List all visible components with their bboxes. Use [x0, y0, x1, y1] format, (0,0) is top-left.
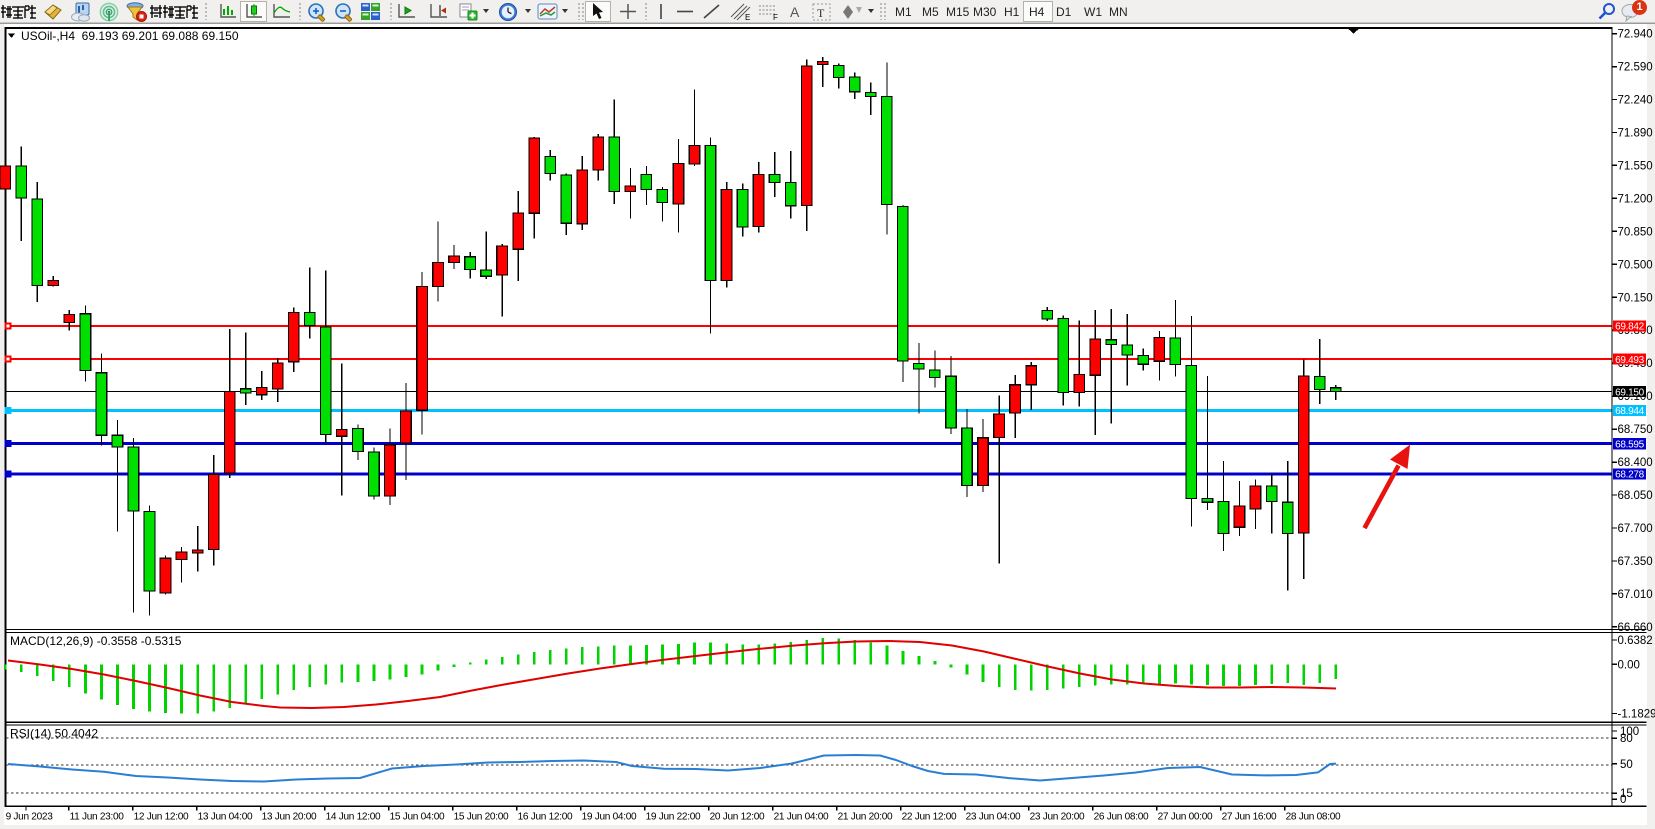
svg-text:70.500: 70.500 — [1618, 259, 1653, 271]
svg-text:19 Jun 04:00: 19 Jun 04:00 — [582, 812, 637, 823]
svg-text:28 Jun 08:00: 28 Jun 08:00 — [1286, 812, 1341, 823]
svg-text:26 Jun 08:00: 26 Jun 08:00 — [1094, 812, 1149, 823]
svg-text:F: F — [773, 13, 778, 21]
svg-text:68.595: 68.595 — [1615, 440, 1645, 451]
svg-text:11 Jun 23:00: 11 Jun 23:00 — [70, 812, 125, 823]
svg-text:69.493: 69.493 — [1615, 355, 1645, 366]
svg-text:66.660: 66.660 — [1618, 622, 1653, 634]
svg-text:21 Jun 04:00: 21 Jun 04:00 — [774, 812, 829, 823]
svg-text:71.550: 71.550 — [1618, 160, 1653, 172]
svg-text:68.944: 68.944 — [1615, 406, 1645, 417]
svg-text:67.350: 67.350 — [1618, 556, 1653, 568]
svg-text:68.750: 68.750 — [1618, 424, 1653, 436]
svg-text:23 Jun 04:00: 23 Jun 04:00 — [966, 812, 1021, 823]
svg-text:15: 15 — [1620, 788, 1633, 800]
svg-text:70.150: 70.150 — [1618, 292, 1653, 304]
svg-text:0: 0 — [1620, 794, 1626, 806]
svg-text:0.00: 0.00 — [1618, 659, 1640, 671]
svg-text:19 Jun 22:00: 19 Jun 22:00 — [646, 812, 701, 823]
svg-text:68.050: 68.050 — [1618, 490, 1653, 502]
svg-text:21 Jun 20:00: 21 Jun 20:00 — [838, 812, 893, 823]
svg-text:0.6382: 0.6382 — [1618, 635, 1653, 647]
svg-text:23 Jun 20:00: 23 Jun 20:00 — [1030, 812, 1085, 823]
svg-text:80: 80 — [1620, 733, 1633, 745]
svg-text:50: 50 — [1620, 759, 1633, 771]
svg-text:13 Jun 20:00: 13 Jun 20:00 — [262, 812, 317, 823]
svg-text:20 Jun 12:00: 20 Jun 12:00 — [710, 812, 765, 823]
svg-text:71.890: 71.890 — [1618, 128, 1653, 140]
svg-text:72.940: 72.940 — [1618, 29, 1653, 41]
svg-text:69.150: 69.150 — [1615, 387, 1645, 398]
svg-text:USOil-,H4 69.193 69.201 69.08: USOil-,H4 69.193 69.201 69.088 69.150 — [21, 29, 239, 43]
svg-text:E: E — [745, 13, 750, 21]
svg-text:72.590: 72.590 — [1618, 62, 1653, 74]
svg-text:68.278: 68.278 — [1615, 470, 1645, 481]
svg-text:-1.1829: -1.1829 — [1618, 709, 1655, 721]
svg-text:15 Jun 04:00: 15 Jun 04:00 — [390, 812, 445, 823]
svg-text:14 Jun 12:00: 14 Jun 12:00 — [326, 812, 381, 823]
svg-text:22 Jun 12:00: 22 Jun 12:00 — [902, 812, 957, 823]
svg-text:67.700: 67.700 — [1618, 523, 1653, 535]
svg-text:72.240: 72.240 — [1618, 95, 1653, 107]
svg-text:70.850: 70.850 — [1618, 226, 1653, 238]
svg-text:27 Jun 16:00: 27 Jun 16:00 — [1222, 812, 1277, 823]
svg-text:69.842: 69.842 — [1615, 322, 1645, 333]
svg-text:100: 100 — [1620, 726, 1639, 738]
svg-text:15 Jun 20:00: 15 Jun 20:00 — [454, 812, 509, 823]
svg-text:13 Jun 04:00: 13 Jun 04:00 — [198, 812, 253, 823]
svg-text:9 Jun 2023: 9 Jun 2023 — [6, 812, 54, 823]
svg-text:16 Jun 12:00: 16 Jun 12:00 — [518, 812, 573, 823]
svg-text:MACD(12,26,9) -0.3558 -0.5315: MACD(12,26,9) -0.3558 -0.5315 — [10, 634, 182, 648]
svg-text:RSI(14) 50.4042: RSI(14) 50.4042 — [10, 727, 98, 741]
svg-text:67.010: 67.010 — [1618, 589, 1653, 601]
svg-text:71.200: 71.200 — [1618, 193, 1653, 205]
svg-text:12 Jun 12:00: 12 Jun 12:00 — [134, 812, 189, 823]
svg-text:68.400: 68.400 — [1618, 457, 1653, 469]
svg-text:27 Jun 00:00: 27 Jun 00:00 — [1158, 812, 1213, 823]
svg-text:T: T — [817, 6, 825, 20]
